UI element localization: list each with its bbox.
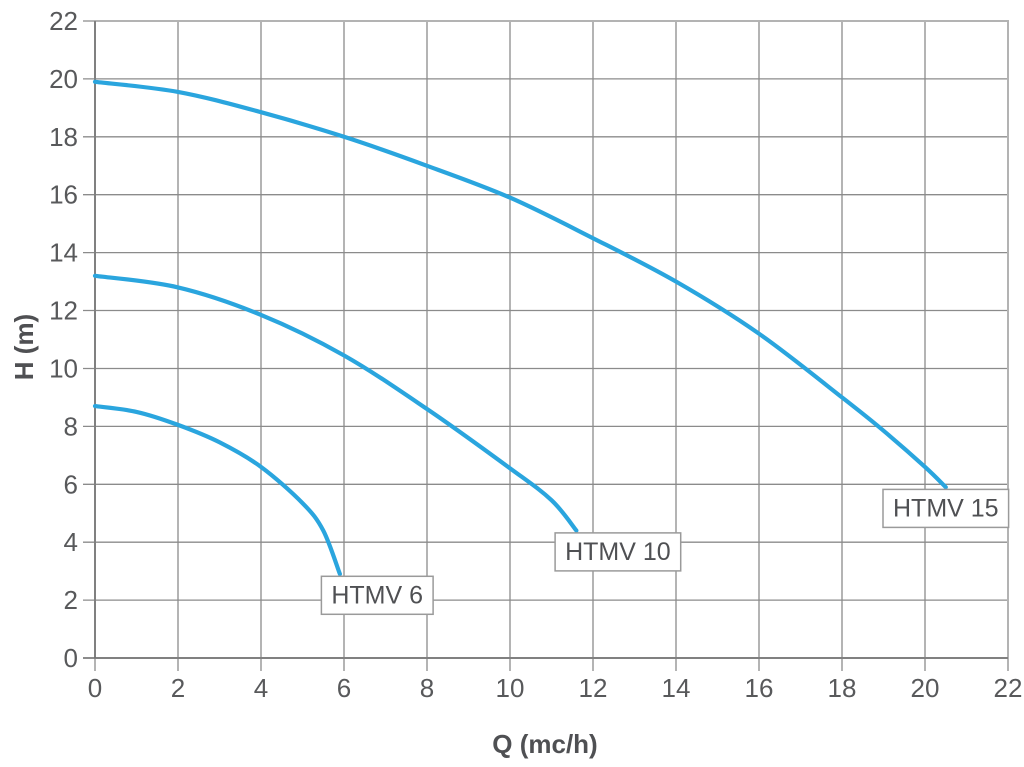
- y-tick-label: 2: [64, 585, 78, 615]
- series-label-box: [320, 575, 434, 616]
- y-tick-label: 16: [49, 180, 78, 210]
- y-tick-label: 8: [64, 411, 78, 441]
- curve-htmv-15: [92, 79, 948, 490]
- y-tick-label: 14: [49, 238, 78, 268]
- series-label-box: [554, 532, 682, 572]
- y-tick-label: 20: [49, 64, 78, 94]
- y-axis-title: H (m): [9, 314, 39, 380]
- x-tick-label: 6: [337, 673, 351, 703]
- series-label-box: [882, 488, 1010, 529]
- x-tick-label: 16: [745, 673, 774, 703]
- x-tick-label: 4: [254, 673, 268, 703]
- y-tick-label: 12: [49, 296, 78, 326]
- x-tick-label: 8: [420, 673, 434, 703]
- y-tick-label: 6: [64, 469, 78, 499]
- x-tick-label: 12: [579, 673, 608, 703]
- y-tick-label: 10: [49, 354, 78, 384]
- x-tick-label: 2: [171, 673, 185, 703]
- x-tick-label: 10: [496, 673, 525, 703]
- x-tick-label: 20: [911, 673, 940, 703]
- x-tick-label: 18: [828, 673, 857, 703]
- y-tick-label: 4: [64, 527, 78, 557]
- plot-border: [94, 20, 1009, 659]
- y-tick-label: 22: [49, 6, 78, 36]
- x-axis-title: Q (mc/h): [492, 729, 597, 759]
- y-tick-label: 18: [49, 122, 78, 152]
- series-label-text: HTMV 6: [331, 581, 423, 609]
- series-label-text: HTMV 10: [565, 538, 671, 566]
- y-tick-label: 0: [64, 643, 78, 673]
- curve-htmv-10: [92, 273, 579, 533]
- x-tick-label: 22: [994, 673, 1023, 703]
- x-tick-label: 14: [662, 673, 691, 703]
- curve-htmv-6: [92, 404, 342, 577]
- x-tick-label: 0: [88, 673, 102, 703]
- series-label-text: HTMV 15: [893, 494, 999, 522]
